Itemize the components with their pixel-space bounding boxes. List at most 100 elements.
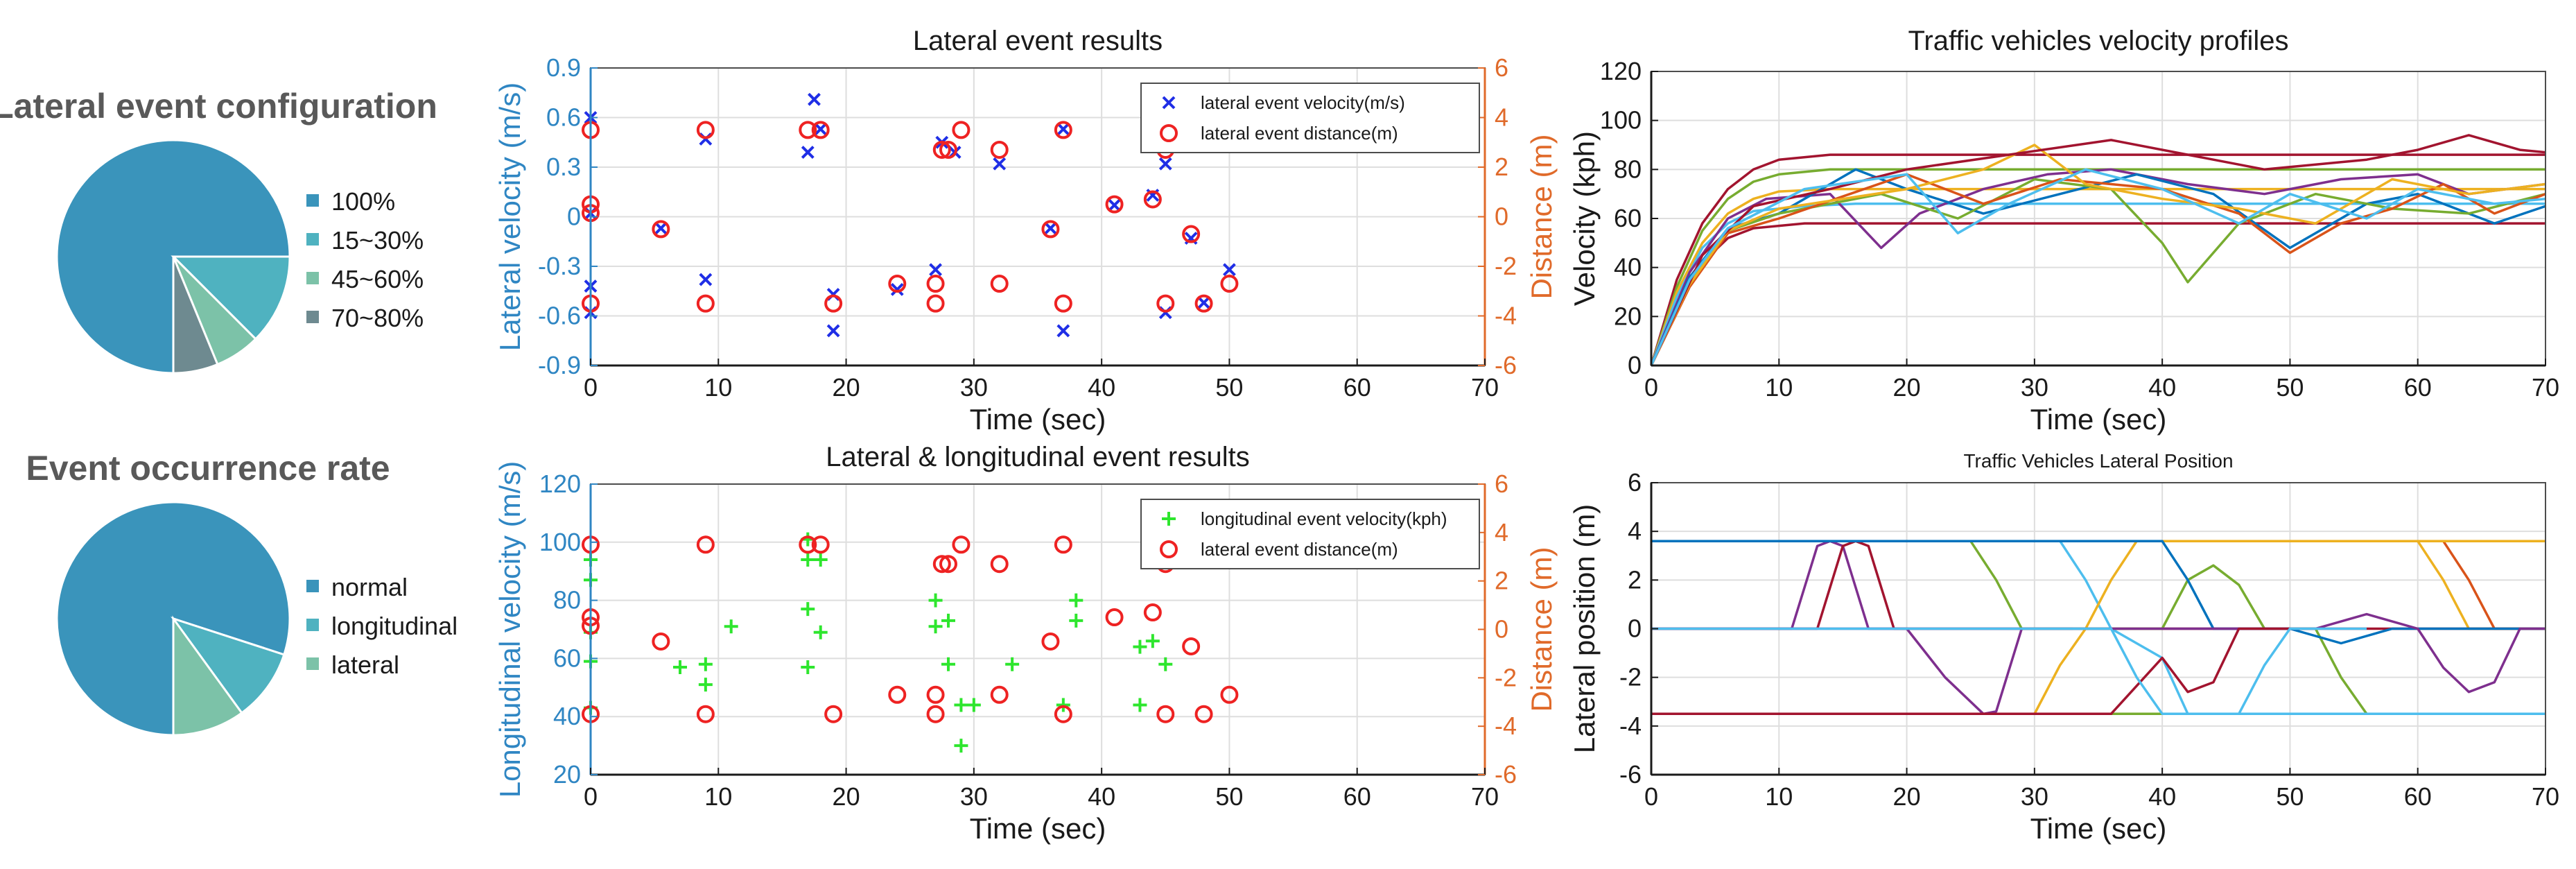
data-point-circle bbox=[1054, 121, 1072, 139]
series-line-p10 bbox=[1651, 612, 2545, 694]
y-axis-label: Lateral position (m) bbox=[1568, 504, 1601, 753]
x-tick-label: 70 bbox=[2532, 782, 2559, 811]
data-point-circle bbox=[1182, 225, 1201, 243]
y-tick-label: 20 bbox=[553, 760, 581, 789]
series-line-v4 bbox=[1651, 203, 2545, 365]
data-point-plus bbox=[801, 602, 815, 617]
data-point-plus bbox=[941, 657, 955, 671]
data-point-circle bbox=[696, 121, 715, 139]
legend-swatch-normal bbox=[306, 580, 319, 592]
data-point-circle bbox=[824, 705, 843, 723]
pie-title-2: Event occurrence rate bbox=[26, 449, 390, 488]
y-tick-label: -0.6 bbox=[538, 302, 581, 330]
x-tick-label: 0 bbox=[1644, 373, 1658, 402]
data-point-circle bbox=[1220, 275, 1239, 293]
legend-swatch-45-60 bbox=[306, 272, 319, 284]
x-tick-label: 60 bbox=[2404, 782, 2432, 811]
series-line-v2 bbox=[1651, 168, 2545, 365]
data-point-plus bbox=[698, 678, 713, 692]
y-tick-label: 0.9 bbox=[546, 53, 581, 82]
x-tick-label: 70 bbox=[2532, 373, 2559, 402]
x-tick-label: 20 bbox=[1893, 373, 1921, 402]
series-line-p6 bbox=[1651, 540, 2545, 716]
y-tick-label: 80 bbox=[553, 586, 581, 614]
legend-box bbox=[1140, 83, 1480, 153]
legend-swatch-15-30 bbox=[306, 233, 319, 246]
legend-label-15-30: 15~30% bbox=[331, 226, 424, 255]
plot-area bbox=[1651, 540, 2545, 716]
data-point-plus bbox=[813, 552, 828, 567]
series-line-p4 bbox=[1651, 540, 2545, 630]
y-tick-label: 40 bbox=[1614, 253, 1642, 282]
data-point-plus bbox=[801, 660, 815, 674]
x-tick-label: 0 bbox=[584, 373, 598, 402]
pie-slice bbox=[171, 255, 291, 341]
x-tick-label: 30 bbox=[2021, 373, 2048, 402]
data-point-circle bbox=[1156, 294, 1175, 313]
y-tick-label: 0.3 bbox=[546, 153, 581, 181]
data-point-x bbox=[808, 92, 821, 106]
data-point-circle bbox=[696, 294, 715, 313]
data-point-plus bbox=[928, 593, 943, 608]
legend-entry: lateral event distance(m) bbox=[1201, 539, 1398, 560]
data-point-circle bbox=[1054, 705, 1072, 723]
data-point-circle bbox=[1041, 220, 1060, 239]
data-point-x bbox=[1044, 221, 1057, 235]
x-axis-label: Time (sec) bbox=[970, 812, 1106, 845]
legend-label-100: 100% bbox=[331, 187, 395, 216]
y2-tick-label: 6 bbox=[1495, 470, 1508, 498]
data-point-x bbox=[1158, 157, 1172, 171]
data-point-circle bbox=[952, 121, 971, 139]
legend-swatch-longitudinal bbox=[306, 619, 319, 631]
pie-slice bbox=[172, 615, 243, 737]
data-point-plus bbox=[1056, 698, 1070, 712]
y-tick-label: 60 bbox=[1614, 204, 1642, 232]
y-tick-label: 120 bbox=[539, 470, 581, 498]
x-tick-label: 30 bbox=[960, 373, 988, 402]
data-point-circle bbox=[799, 121, 817, 139]
data-point-circle bbox=[1143, 190, 1162, 209]
data-point-circle bbox=[1194, 294, 1213, 313]
pie-slice bbox=[171, 617, 286, 715]
y-tick-label: 40 bbox=[553, 702, 581, 730]
data-point-plus bbox=[954, 698, 968, 712]
y-tick-label: 6 bbox=[1628, 468, 1642, 497]
y2-tick-label: -4 bbox=[1495, 302, 1517, 330]
series-line-p12 bbox=[1651, 627, 2367, 716]
series-line-p2 bbox=[1651, 540, 2545, 630]
legend-swatch-70-80 bbox=[306, 311, 319, 323]
x-tick-label: 40 bbox=[1088, 782, 1115, 811]
data-point-plus bbox=[966, 698, 981, 712]
x-tick-label: 10 bbox=[1765, 782, 1793, 811]
y2-tick-label: -6 bbox=[1495, 351, 1517, 379]
data-point-x bbox=[1108, 198, 1121, 212]
y-tick-label: 100 bbox=[539, 528, 581, 556]
x-tick-label: 30 bbox=[2021, 782, 2048, 811]
data-point-plus bbox=[801, 552, 815, 567]
data-point-x bbox=[1223, 263, 1236, 277]
data-point-plus bbox=[813, 625, 828, 639]
data-point-circle bbox=[1182, 637, 1201, 655]
data-point-x bbox=[1197, 296, 1210, 309]
y-tick-label: 0.6 bbox=[546, 103, 581, 132]
data-point-circle bbox=[1105, 195, 1124, 214]
data-point-circle bbox=[1105, 608, 1124, 627]
y-tick-label: 60 bbox=[553, 644, 581, 672]
y2-tick-label: 0 bbox=[1495, 203, 1508, 231]
x-tick-label: 10 bbox=[1765, 373, 1793, 402]
data-point-circle bbox=[952, 535, 971, 554]
series-line-v12 bbox=[1651, 168, 2545, 365]
x-axis-label: Time (sec) bbox=[970, 403, 1106, 436]
data-point-circle bbox=[926, 705, 945, 723]
x-tick-label: 10 bbox=[704, 782, 732, 811]
y-tick-label: 100 bbox=[1600, 106, 1642, 135]
data-point-circle bbox=[888, 275, 907, 293]
y2-tick-label: 2 bbox=[1495, 153, 1508, 181]
x-axis-label: Time (sec) bbox=[2030, 403, 2167, 436]
chart-title: Traffic vehicles velocity profiles bbox=[1908, 26, 2288, 56]
series-line-p1 bbox=[1651, 540, 2545, 630]
data-point-plus bbox=[1005, 657, 1020, 671]
